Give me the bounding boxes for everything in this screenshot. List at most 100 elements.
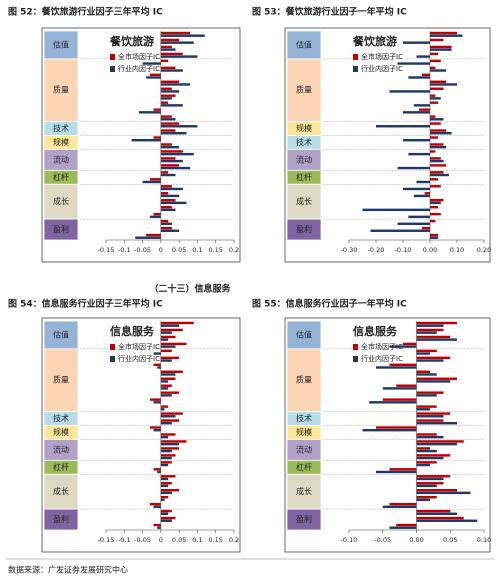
bar	[160, 201, 187, 205]
legend-swatch	[110, 66, 115, 72]
bar	[430, 87, 444, 90]
bar	[416, 349, 437, 353]
group-label: 质量	[296, 375, 312, 385]
group-label: 质量	[296, 85, 312, 95]
factor-group	[286, 218, 322, 241]
factor-group	[286, 183, 322, 220]
bar	[416, 352, 430, 355]
legend-label: 行业内因子IC	[118, 354, 160, 363]
group-label: 规模	[296, 427, 312, 437]
bar	[389, 526, 417, 529]
bar	[160, 185, 172, 188]
bar	[149, 398, 161, 401]
bar	[396, 384, 417, 387]
x-tick-label: 0.00	[423, 246, 437, 254]
bar	[149, 215, 161, 219]
bar	[403, 138, 430, 142]
bar	[160, 34, 205, 37]
bar	[160, 222, 172, 225]
bar	[160, 55, 198, 58]
bar	[416, 419, 444, 422]
bar	[416, 475, 451, 478]
x-tick-label: 0.00	[409, 536, 423, 544]
bar	[416, 449, 437, 453]
bar	[160, 449, 172, 453]
bar	[430, 173, 449, 177]
bar	[421, 226, 430, 230]
bar	[416, 324, 444, 327]
bar	[160, 516, 176, 520]
bar	[430, 157, 441, 160]
bar	[160, 484, 169, 488]
bar	[416, 512, 457, 515]
bar	[416, 338, 457, 341]
bar	[160, 433, 176, 436]
bar	[416, 55, 430, 58]
bar	[160, 359, 172, 362]
x-tick-label: 0.10	[450, 246, 464, 254]
bar	[416, 454, 451, 457]
bar	[153, 108, 161, 111]
bar	[160, 69, 183, 72]
legend-swatch	[110, 356, 115, 362]
source: 数据来源：广发证券发展研究中心	[8, 565, 128, 575]
bar	[157, 366, 161, 369]
bar	[160, 356, 180, 360]
bar	[382, 387, 417, 390]
bar	[160, 391, 180, 394]
bar	[382, 505, 417, 509]
bar	[430, 45, 452, 49]
bar	[160, 159, 183, 163]
bar	[160, 66, 176, 70]
bar	[157, 470, 161, 474]
group-label: 估值	[53, 329, 69, 339]
bar	[160, 83, 191, 86]
bar	[160, 408, 165, 411]
bar	[416, 482, 444, 485]
bar	[160, 194, 180, 198]
factor-group	[286, 320, 322, 350]
bar	[389, 468, 417, 471]
bar	[160, 422, 172, 425]
x-tick-label: 0.05	[172, 536, 186, 544]
group-label: 杠杆	[296, 462, 312, 472]
x-tick-label: -0.1	[118, 246, 131, 254]
bar	[389, 345, 417, 348]
bar	[160, 115, 172, 118]
x-tick-label: -0.10	[341, 536, 358, 544]
bar	[430, 48, 452, 51]
bar	[153, 363, 161, 367]
bar	[142, 62, 161, 65]
bar	[160, 373, 176, 376]
caption: 图 54：信息服务行业因子三年平均 IC	[8, 298, 163, 310]
bar	[138, 111, 161, 114]
bar	[416, 484, 437, 488]
x-tick-label: 0.20	[477, 246, 491, 254]
bar	[416, 433, 437, 436]
bar	[160, 491, 172, 495]
bar	[416, 463, 430, 467]
x-tick-label: 0.05	[443, 536, 457, 544]
x-tick-label: 0.2	[229, 246, 239, 254]
bar	[160, 41, 194, 44]
bar	[430, 150, 436, 153]
group-label: 流动	[296, 154, 312, 164]
bar	[160, 94, 176, 97]
x-tick-label: 0.1	[192, 246, 202, 254]
chart-title: 餐饮旅游	[109, 34, 154, 48]
bar	[160, 342, 187, 346]
chart-title: 信息服务	[353, 324, 398, 338]
bar	[160, 122, 180, 125]
factor-group	[286, 473, 322, 510]
bar	[153, 505, 161, 509]
bar	[416, 509, 451, 513]
x-tick-label: 0.2	[229, 536, 239, 544]
section-heading: （二十三）信息服务	[149, 283, 231, 295]
bar	[416, 180, 430, 184]
bar	[430, 219, 436, 223]
bar	[430, 118, 444, 121]
bar	[403, 41, 430, 44]
bar	[430, 66, 436, 70]
bar	[403, 111, 430, 114]
bar	[430, 52, 439, 56]
